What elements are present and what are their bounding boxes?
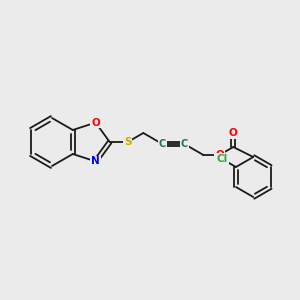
Text: O: O <box>215 150 224 160</box>
Text: Cl: Cl <box>217 154 228 164</box>
Text: N: N <box>91 156 100 167</box>
Text: O: O <box>229 128 238 138</box>
Text: O: O <box>91 118 100 128</box>
Text: S: S <box>124 137 131 147</box>
Text: C: C <box>181 139 188 149</box>
Text: C: C <box>159 139 166 149</box>
